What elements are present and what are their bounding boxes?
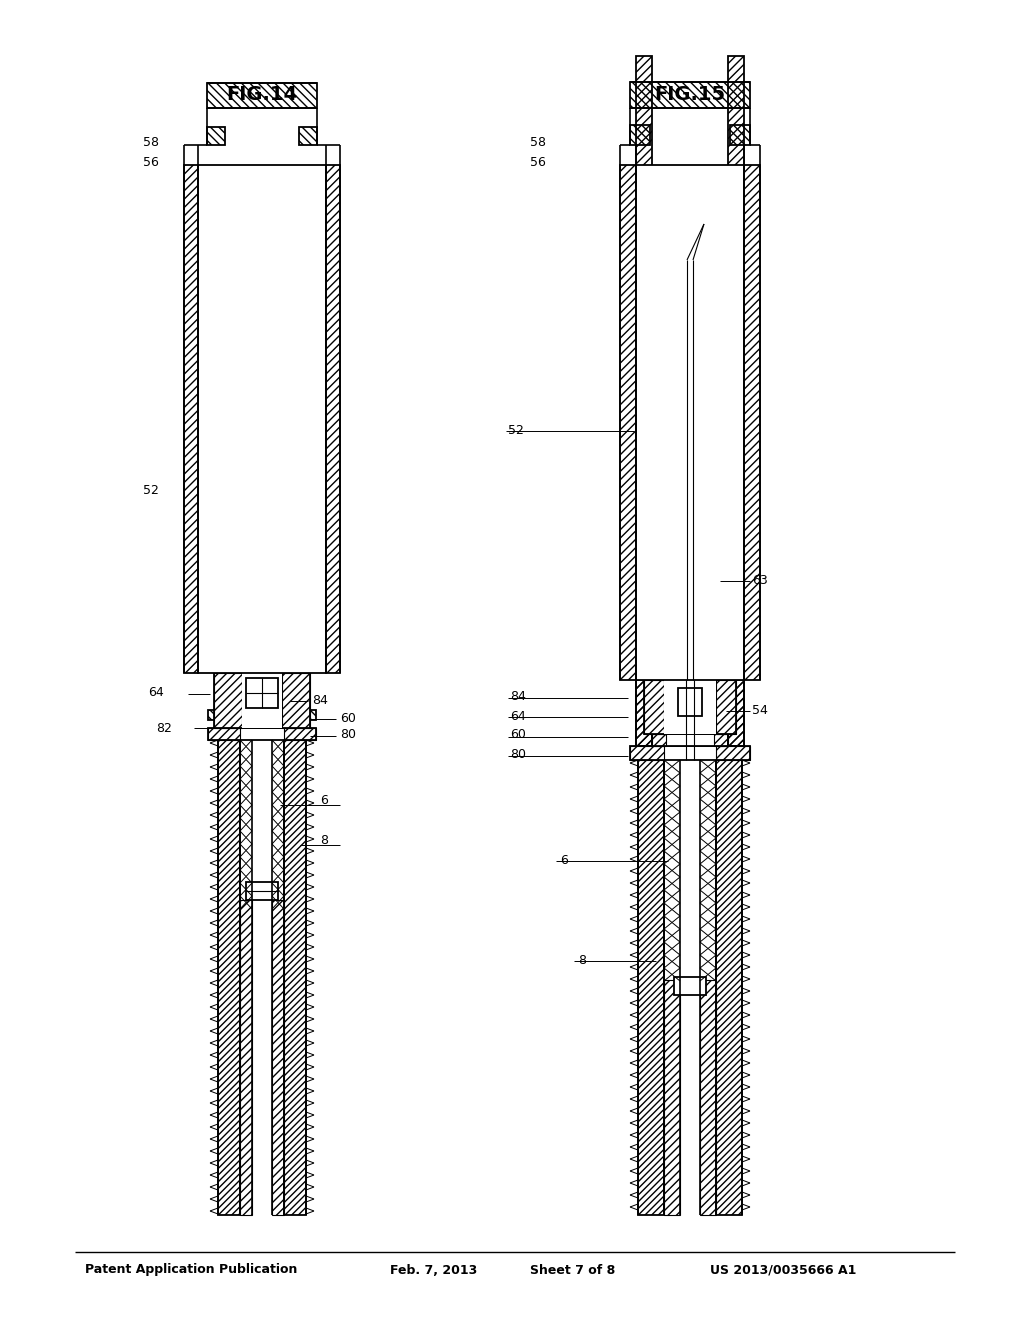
Bar (620, 165, 636, 680)
Bar (284, 729, 316, 741)
Bar (674, 977, 706, 995)
Text: 6: 6 (319, 793, 328, 807)
Text: 60: 60 (340, 711, 356, 725)
Text: 84: 84 (312, 693, 328, 706)
Text: 56: 56 (143, 156, 159, 169)
Bar (716, 746, 750, 760)
Bar (240, 741, 284, 1214)
Text: Sheet 7 of 8: Sheet 7 of 8 (530, 1263, 615, 1276)
Bar (214, 673, 242, 729)
Text: 58: 58 (530, 136, 546, 149)
Bar (207, 127, 225, 145)
Bar (638, 760, 664, 1214)
Bar (282, 673, 310, 729)
Text: 63: 63 (752, 573, 768, 586)
Bar (299, 127, 317, 145)
Bar (208, 710, 240, 719)
Bar (730, 125, 750, 145)
Bar (716, 760, 742, 1214)
Text: 84: 84 (510, 690, 526, 704)
Bar (636, 680, 652, 746)
Text: 52: 52 (508, 424, 524, 437)
Text: Patent Application Publication: Patent Application Publication (85, 1263, 297, 1276)
Bar (716, 680, 736, 734)
Bar (207, 83, 317, 108)
Bar (636, 55, 652, 746)
Text: 82: 82 (156, 722, 172, 734)
Bar (678, 688, 702, 715)
Bar (728, 680, 744, 746)
Bar (644, 680, 664, 734)
Bar (630, 82, 750, 108)
Bar (242, 673, 282, 729)
Bar (284, 741, 306, 1214)
Bar (208, 729, 240, 741)
Text: FIG.15: FIG.15 (654, 86, 726, 104)
Bar (664, 680, 716, 734)
Bar (240, 900, 252, 1214)
Bar (652, 734, 728, 746)
Text: US 2013/0035666 A1: US 2013/0035666 A1 (710, 1263, 856, 1276)
Text: 8: 8 (578, 953, 586, 966)
Bar (728, 55, 744, 746)
Text: 60: 60 (510, 729, 526, 742)
Bar (218, 741, 240, 1214)
Bar (208, 729, 316, 741)
Bar (664, 760, 716, 1214)
Bar (744, 165, 760, 680)
Bar (664, 979, 680, 1214)
Text: 80: 80 (340, 729, 356, 742)
Bar (630, 746, 750, 760)
Bar (652, 734, 666, 746)
Text: 8: 8 (319, 833, 328, 846)
Text: 54: 54 (752, 704, 768, 717)
Bar (630, 746, 664, 760)
Text: 64: 64 (510, 710, 525, 722)
Text: 64: 64 (148, 686, 164, 700)
Bar (284, 710, 316, 719)
Bar (700, 979, 716, 1214)
Bar (714, 734, 728, 746)
Text: 58: 58 (143, 136, 159, 149)
Bar (214, 673, 310, 729)
Text: 6: 6 (560, 854, 568, 866)
Text: 52: 52 (143, 483, 159, 496)
Bar (636, 165, 744, 680)
Bar (246, 678, 278, 708)
Text: Feb. 7, 2013: Feb. 7, 2013 (390, 1263, 477, 1276)
Text: 56: 56 (530, 156, 546, 169)
Text: FIG.14: FIG.14 (226, 86, 298, 104)
Bar (184, 165, 198, 673)
Text: 80: 80 (510, 748, 526, 762)
Bar (246, 882, 278, 900)
Bar (272, 900, 284, 1214)
Bar (326, 165, 340, 673)
Bar (630, 125, 650, 145)
Bar (644, 680, 736, 734)
Bar (198, 165, 326, 673)
